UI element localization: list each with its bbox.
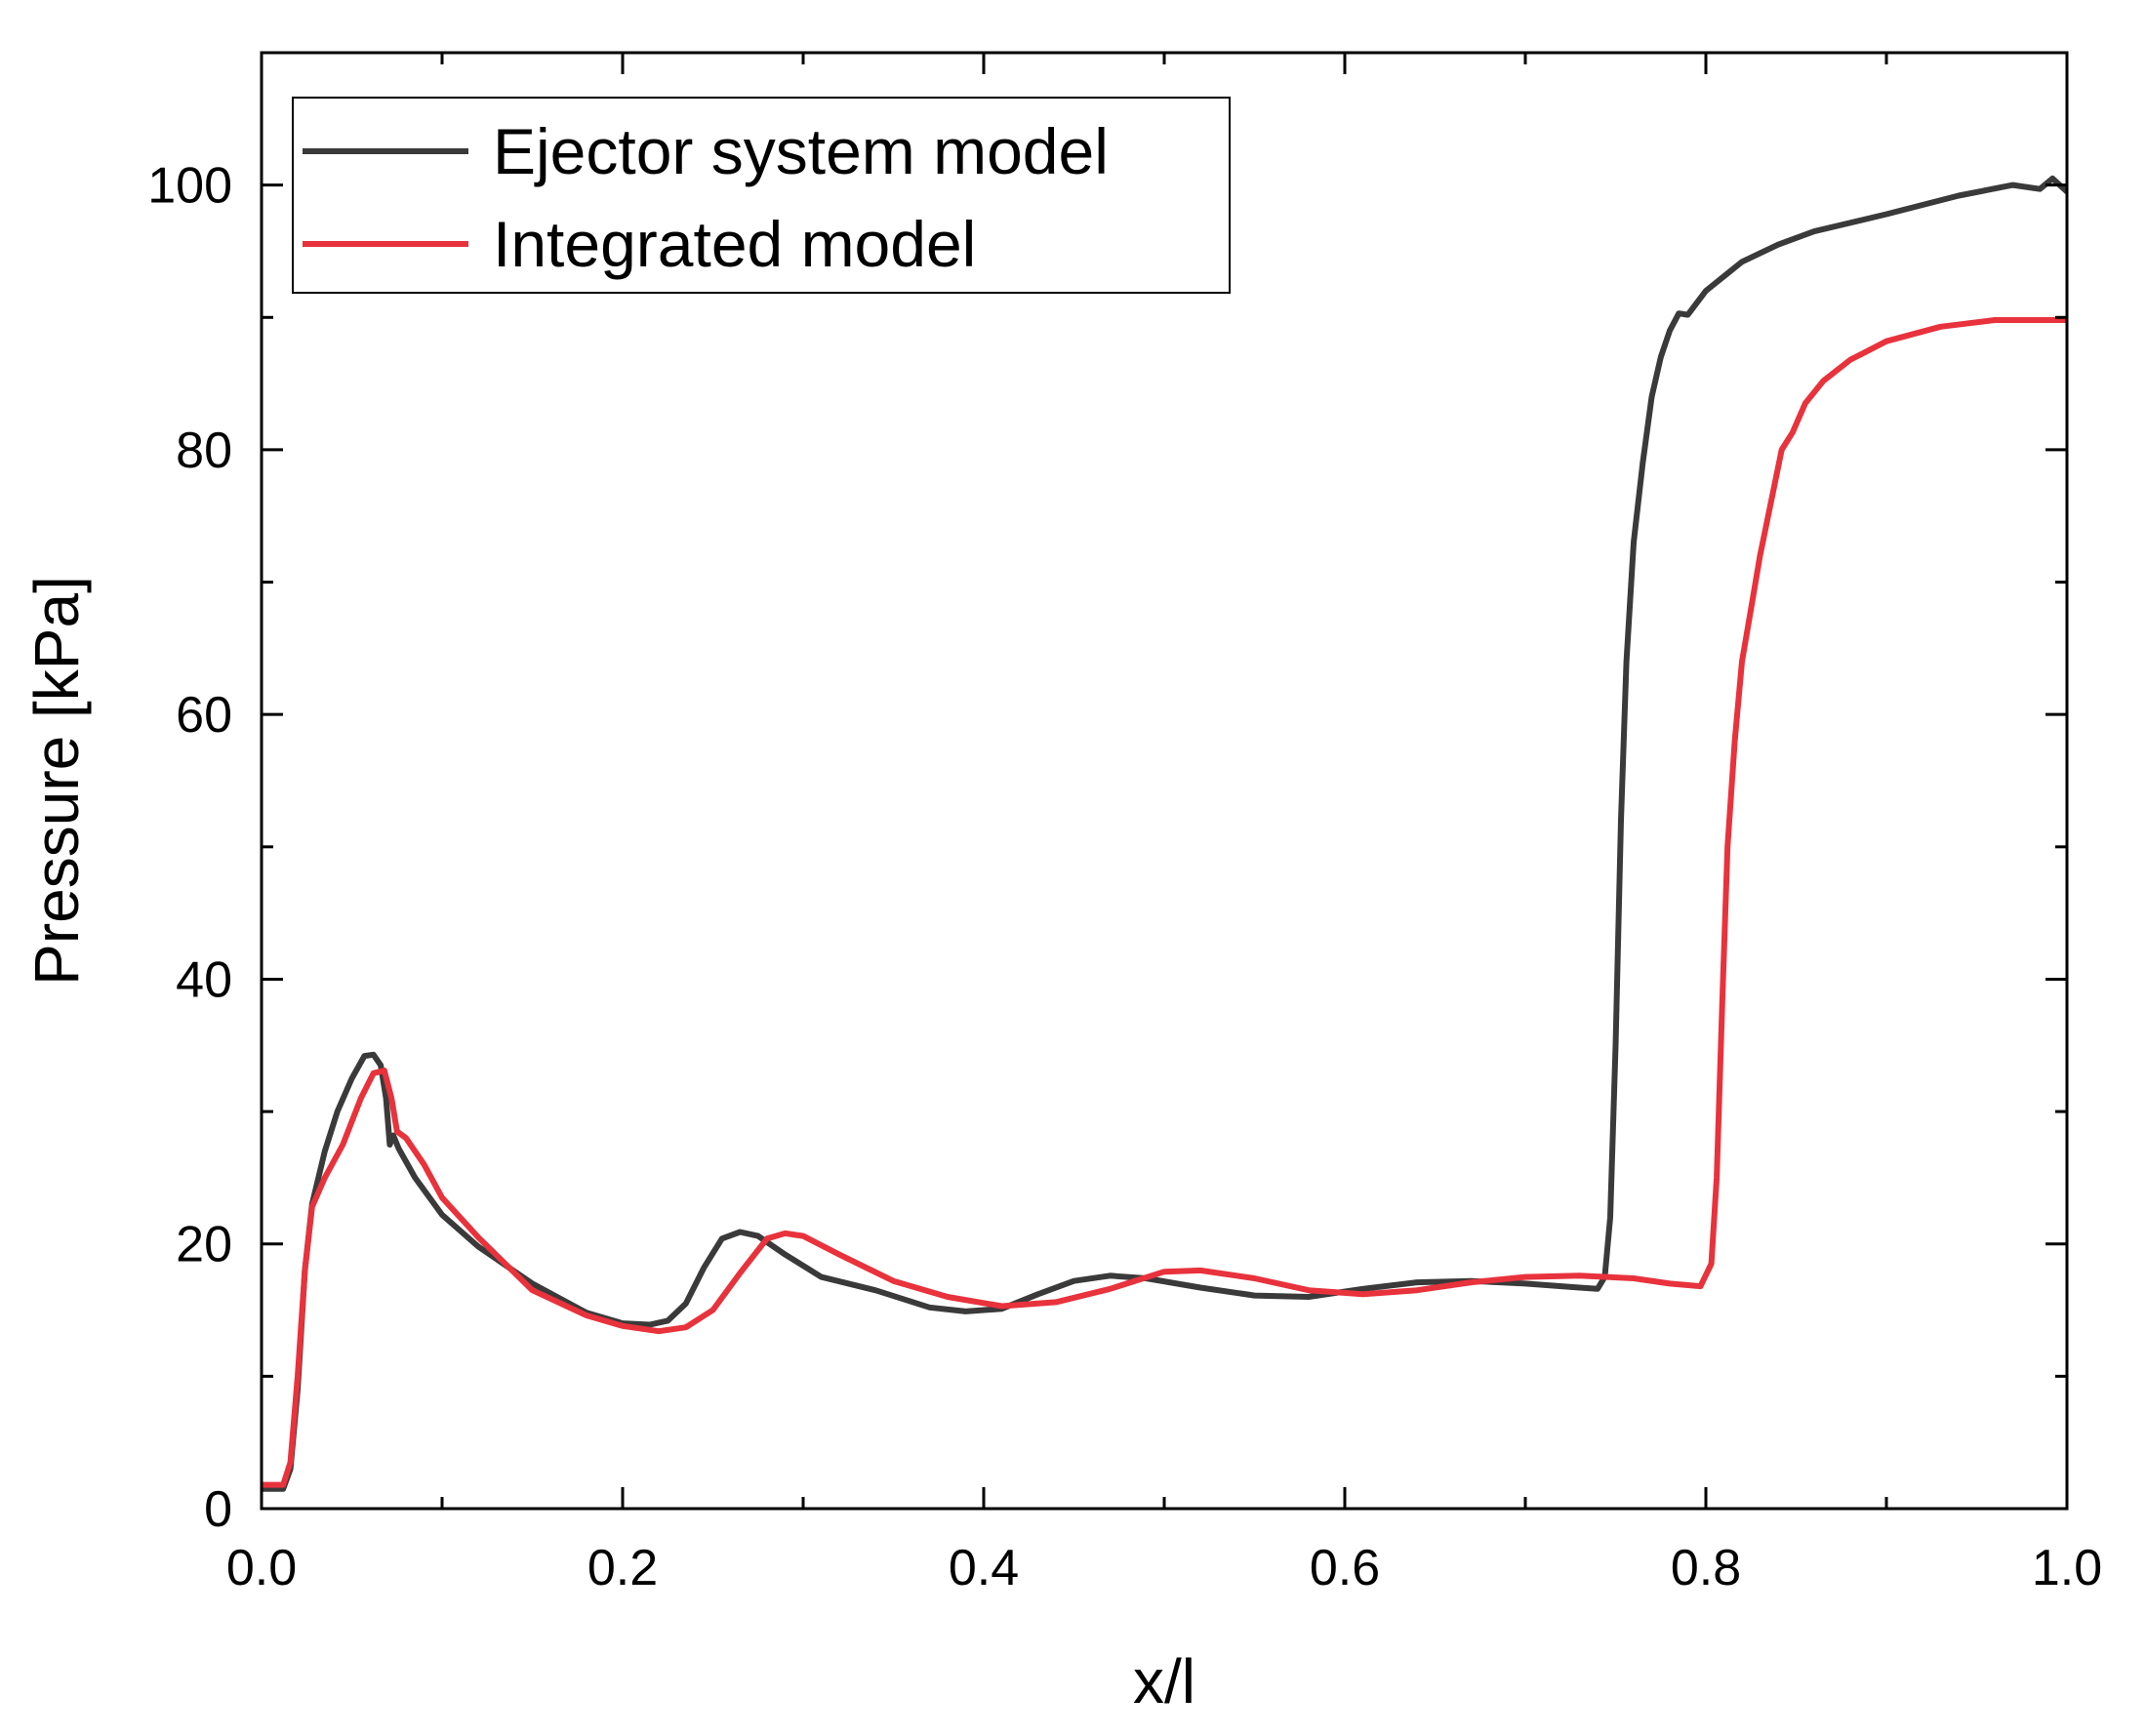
axes-layer: 0.0 0.2 0.4 0.6 0.8 1.0 0 20 40 60 80 100 x/l Pressur… [21,51,2102,1716]
legend: Ejector system model Integrated model [292,97,1231,294]
y-tick-label: 40 [176,951,232,1008]
y-tick-label: 20 [176,1217,232,1273]
y-tick-label: 60 [176,687,232,744]
x-tick-label: 1.0 [2032,1540,2102,1596]
x-tick-label: 0.0 [226,1540,297,1596]
y-axis-title: Pressure [kPa] [21,576,92,986]
x-tick-label: 0.2 [587,1540,658,1596]
plot-layer [262,175,2067,1492]
x-tick-label: 0.6 [1310,1540,1380,1596]
y-tick-label: 80 [176,423,232,479]
series-line-2 [262,317,2067,1488]
x-tick-label: 0.8 [1671,1540,1741,1596]
legend-label-2: Integrated model [493,208,976,280]
y-tick-label: 0 [204,1481,232,1538]
legend-box [292,97,1231,294]
x-tick-label: 0.4 [949,1540,1019,1596]
x-axis-title: x/l [1133,1646,1195,1716]
series-line-1 [262,175,2067,1492]
legend-label-1: Ejector system model [493,115,1109,187]
y-tick-label: 100 [147,158,232,215]
